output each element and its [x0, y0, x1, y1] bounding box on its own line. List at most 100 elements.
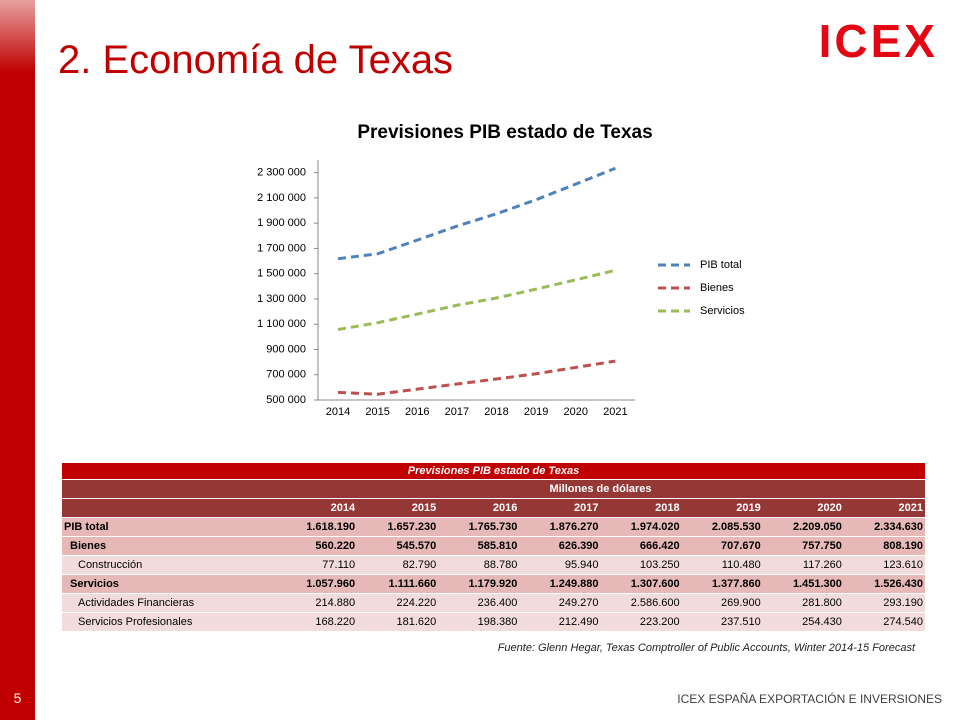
cell: 293.190: [843, 593, 925, 613]
table-title: Previsiones PIB estado de Texas: [62, 463, 925, 480]
cell: 249.270: [519, 593, 601, 613]
y-tick-label: 2 300 000: [257, 167, 306, 179]
cell: 1.876.270: [519, 517, 601, 537]
table-row: Construcción 77.110 82.790 88.780 95.940 103.…: [62, 555, 925, 575]
column-header: 2021: [843, 498, 925, 518]
x-tick-label: 2021: [603, 406, 627, 418]
x-tick-label: 2019: [524, 406, 548, 418]
logo: ICEX: [818, 15, 938, 67]
y-tick-label: 1 900 000: [257, 217, 306, 229]
cell: Servicios Profesionales: [62, 612, 276, 632]
cell: 254.430: [762, 612, 844, 632]
y-tick-label: 1 100 000: [257, 318, 306, 330]
cell: 214.880: [276, 593, 358, 613]
cell: 1.451.300: [762, 574, 844, 594]
cell: 1.111.660: [357, 574, 439, 594]
cell: 1.526.430: [843, 574, 925, 594]
cell: 1.974.020: [600, 517, 682, 537]
cell: 281.800: [762, 593, 844, 613]
cell: 1.307.600: [600, 574, 682, 594]
cell: 1.057.960: [276, 574, 358, 594]
column-header: 2020: [762, 498, 844, 518]
cell: Servicios: [62, 574, 276, 594]
column-header: 2019: [681, 498, 763, 518]
page-number: 5: [13, 690, 22, 706]
x-tick-label: 2016: [405, 406, 429, 418]
table-row: Servicios 1.057.960 1.111.660 1.179.920 1.24…: [62, 574, 925, 594]
cell: 117.260: [762, 555, 844, 575]
data-table: Previsiones PIB estado de Texas Millones …: [62, 463, 925, 632]
column-header: 2017: [519, 498, 601, 518]
column-header: 2015: [357, 498, 439, 518]
x-tick-label: 2018: [484, 406, 508, 418]
y-tick-label: 2 100 000: [257, 192, 306, 204]
y-tick-label: 500 000: [266, 394, 306, 406]
line: [337, 166, 616, 261]
cell: PIB total: [62, 517, 276, 537]
cell: 223.200: [600, 612, 682, 632]
line: [337, 359, 616, 396]
cell: 626.390: [519, 536, 601, 556]
y-tick-label: 700 000: [266, 369, 306, 381]
cell: 88.780: [438, 555, 520, 575]
cell: Construcción: [62, 555, 276, 575]
legend-label: Bienes: [700, 282, 734, 294]
cell: 269.900: [681, 593, 763, 613]
slide-title: 2. Economía de Texas: [58, 38, 454, 82]
cell: 1.249.880: [519, 574, 601, 594]
cell: 77.110: [276, 555, 358, 575]
cell: 95.940: [519, 555, 601, 575]
cell: 1.377.860: [681, 574, 763, 594]
cell: 2.085.530: [681, 517, 763, 537]
x-tick-label: 2015: [365, 406, 389, 418]
cell: 236.400: [438, 593, 520, 613]
cell: 757.750: [762, 536, 844, 556]
cell: Bienes: [62, 536, 276, 556]
x-tick-label: 2017: [445, 406, 469, 418]
table-row: Bienes 560.220 545.570 585.810 626.390 666.42…: [62, 536, 925, 556]
cell: 198.380: [438, 612, 520, 632]
cell: 545.570: [357, 536, 439, 556]
cell: [62, 498, 276, 518]
y-tick-label: 900 000: [266, 343, 306, 355]
chart-title: Previsiones PIB estado de Texas: [357, 122, 652, 143]
cell: 110.480: [681, 555, 763, 575]
y-tick-label: 1 300 000: [257, 293, 306, 305]
legend-label: Servicios: [700, 305, 745, 317]
cell: 181.620: [357, 612, 439, 632]
column-header: 2018: [600, 498, 682, 518]
cell: 2.334.630: [843, 517, 925, 537]
chart: Previsiones PIB estado de Texas 500 000 7…: [257, 122, 745, 418]
cell: 103.250: [600, 555, 682, 575]
line: [337, 268, 616, 331]
column-header: 2016: [438, 498, 520, 518]
cell: 666.420: [600, 536, 682, 556]
cell: [62, 479, 276, 499]
table-unit: Millones de dólares: [276, 479, 925, 499]
cell: 237.510: [681, 612, 763, 632]
column-header: 2014: [276, 498, 358, 518]
cell: 707.670: [681, 536, 763, 556]
x-tick-label: 2014: [326, 406, 350, 418]
table-title-row: Previsiones PIB estado de Texas: [62, 463, 925, 480]
cell: 1.765.730: [438, 517, 520, 537]
cell: 2.209.050: [762, 517, 844, 537]
table-header-row: 2014 2015 2016 2017 2018 2019 2020 2021: [62, 498, 925, 518]
table-unit-row: Millones de dólares: [62, 479, 925, 499]
cell: 82.790: [357, 555, 439, 575]
cell: 168.220: [276, 612, 358, 632]
cell: 1.179.920: [438, 574, 520, 594]
cell: 224.220: [357, 593, 439, 613]
footer: ICEX ESPAÑA EXPORTACIÓN E INVERSIONES: [677, 692, 942, 706]
table-row: PIB total 1.618.190 1.657.230 1.765.730 1.87…: [62, 517, 925, 537]
table-row: Actividades Financieras 214.880 224.220 236…: [62, 593, 925, 613]
cell: 274.540: [843, 612, 925, 632]
cell: 2.586.600: [600, 593, 682, 613]
side-bar: [0, 0, 35, 720]
y-tick-label: 1 500 000: [257, 268, 306, 280]
legend-label: PIB total: [700, 259, 742, 271]
source: Fuente: Glenn Hegar, Texas Comptroller o…: [497, 642, 915, 654]
cell: 212.490: [519, 612, 601, 632]
cell: Actividades Financieras: [62, 593, 276, 613]
